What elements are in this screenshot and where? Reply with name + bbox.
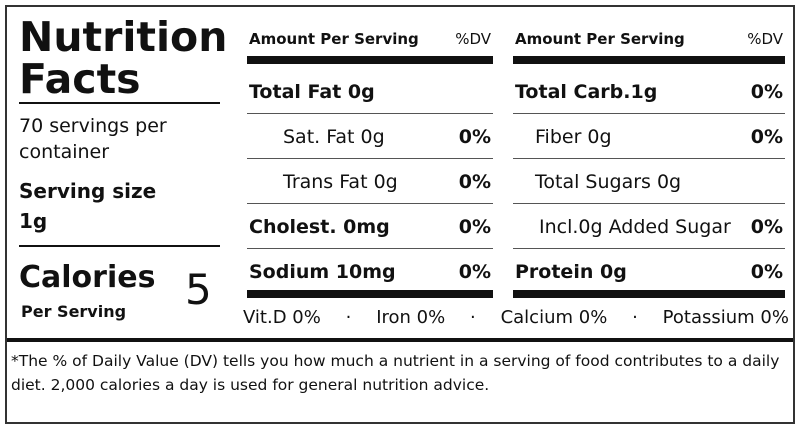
divider — [513, 56, 785, 64]
column: Amount Per Serving %DV Total Fat 0g Sat. Fa… — [247, 7, 493, 307]
vitamin: Iron 0% — [376, 307, 446, 328]
vitamins: Vit.D 0% · Iron 0% · Calcium 0% · Potassium… — [243, 305, 789, 331]
title: Nutrition — [19, 13, 228, 61]
nutrient-name: Trans Fat 0g — [283, 171, 398, 193]
nutrient-row: Total Fat 0g — [249, 77, 491, 107]
column-heading: Amount Per Serving — [515, 30, 685, 48]
serving-size-label: Serving size — [19, 179, 157, 203]
nutrient-name: Sodium 10mg — [249, 261, 396, 283]
vitamin: Vit.D 0% — [243, 307, 321, 328]
nutrient-dv: 0% — [458, 126, 491, 148]
column-heading: Amount Per Serving — [249, 30, 419, 48]
nutrient-dv: 0% — [750, 126, 783, 148]
divider — [247, 158, 493, 159]
column: Amount Per Serving %DV Total Carb.1g 0% Fibe… — [513, 7, 785, 307]
nutrient-dv: 0% — [750, 216, 783, 238]
calories: 5 — [185, 265, 212, 314]
serving-size: 1g — [19, 209, 48, 233]
vitamin: Potassium 0% — [662, 307, 789, 328]
nutrient-name: Fiber 0g — [535, 126, 612, 148]
divider — [513, 113, 785, 114]
divider — [513, 248, 785, 249]
nutrient-dv: 0% — [458, 171, 491, 193]
divider — [19, 102, 220, 104]
divider — [247, 290, 493, 298]
nutrient-name: Protein 0g — [515, 261, 627, 283]
divider — [513, 158, 785, 159]
nutrient-name: Total Sugars 0g — [535, 171, 682, 193]
divider — [7, 338, 793, 342]
nutrient-dv: 0% — [750, 261, 783, 283]
divider — [513, 203, 785, 204]
nutrient-dv: 0% — [458, 216, 491, 238]
dv-heading: %DV — [747, 30, 783, 48]
nutrient-row: Cholest. 0mg 0% — [249, 212, 491, 242]
nutrient-row: Total Sugars 0g — [535, 167, 783, 197]
nutrient-row: Sat. Fat 0g 0% — [283, 122, 491, 152]
title: Facts — [19, 55, 141, 103]
divider — [19, 245, 220, 247]
nutrient-name: Incl.0g Added Sugar — [539, 216, 731, 238]
footnote: *The % of Daily Value (DV) tells you how… — [11, 352, 780, 394]
divider — [247, 203, 493, 204]
nutrient-dv: 0% — [458, 261, 491, 283]
nutrient-row: Sodium 10mg 0% — [249, 257, 491, 287]
divider — [247, 113, 493, 114]
nutrient-row: Total Carb.1g 0% — [515, 77, 783, 107]
dv-heading: %DV — [455, 30, 491, 48]
servings: 70 servings per container — [19, 115, 167, 163]
nutrient-name: Total Fat 0g — [249, 81, 375, 103]
calories-label: Calories — [19, 260, 156, 295]
nutrient-dv: 0% — [750, 81, 783, 103]
divider — [247, 248, 493, 249]
calories-sub: Per Serving — [21, 302, 127, 321]
vitamin: Calcium 0% — [500, 307, 608, 328]
divider — [247, 56, 493, 64]
divider — [513, 290, 785, 298]
nutrient-name: Sat. Fat 0g — [283, 126, 385, 148]
nutrient-row: Fiber 0g 0% — [535, 122, 783, 152]
nutrition-label: Nutrition Facts 70 servings per containe… — [5, 5, 795, 424]
nutrient-row: Trans Fat 0g 0% — [283, 167, 491, 197]
nutrient-name: Cholest. 0mg — [249, 216, 390, 238]
nutrient-row: Protein 0g 0% — [515, 257, 783, 287]
nutrient-name: Total Carb.1g — [515, 81, 658, 103]
nutrient-row: Incl.0g Added Sugar 0% — [539, 212, 783, 242]
